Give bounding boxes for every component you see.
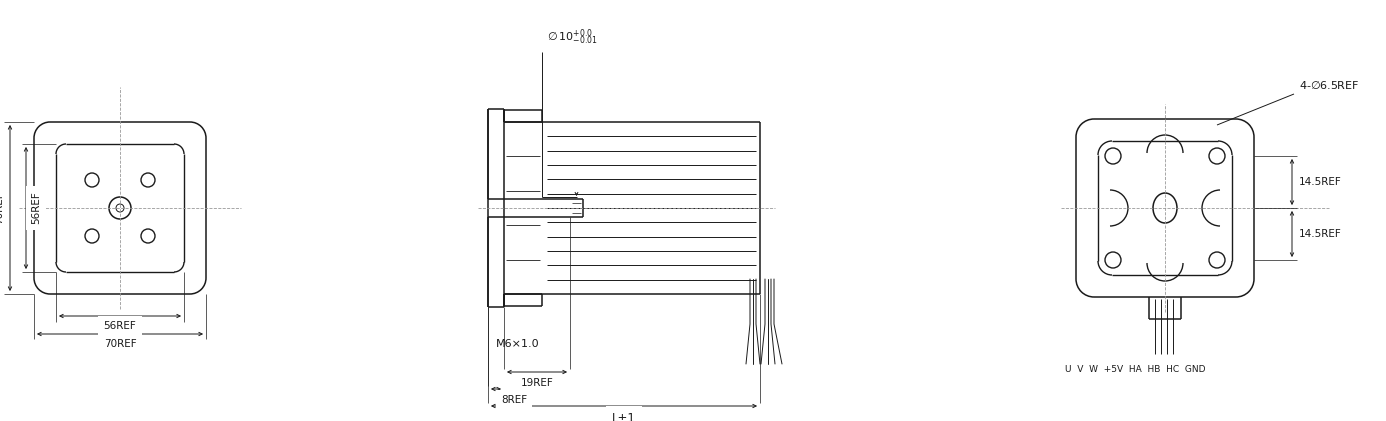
- Text: 14.5REF: 14.5REF: [1299, 177, 1342, 187]
- Text: 14.5REF: 14.5REF: [1299, 229, 1342, 239]
- Text: 70REF: 70REF: [104, 339, 136, 349]
- Text: 70REF: 70REF: [0, 192, 4, 224]
- Text: M6×1.0: M6×1.0: [496, 339, 539, 349]
- Text: 8REF: 8REF: [500, 395, 527, 405]
- Text: 56REF: 56REF: [30, 192, 42, 224]
- Text: U  V  W  +5V  HA  HB  HC  GND: U V W +5V HA HB HC GND: [1064, 365, 1206, 373]
- Text: 19REF: 19REF: [521, 378, 553, 388]
- Text: $\varnothing\,10^{+0.0}_{-0.01}$: $\varnothing\,10^{+0.0}_{-0.01}$: [547, 27, 597, 47]
- Text: 4-$\varnothing$6.5REF: 4-$\varnothing$6.5REF: [1299, 79, 1360, 91]
- Text: 56REF: 56REF: [104, 321, 136, 331]
- Text: L±1: L±1: [613, 411, 636, 421]
